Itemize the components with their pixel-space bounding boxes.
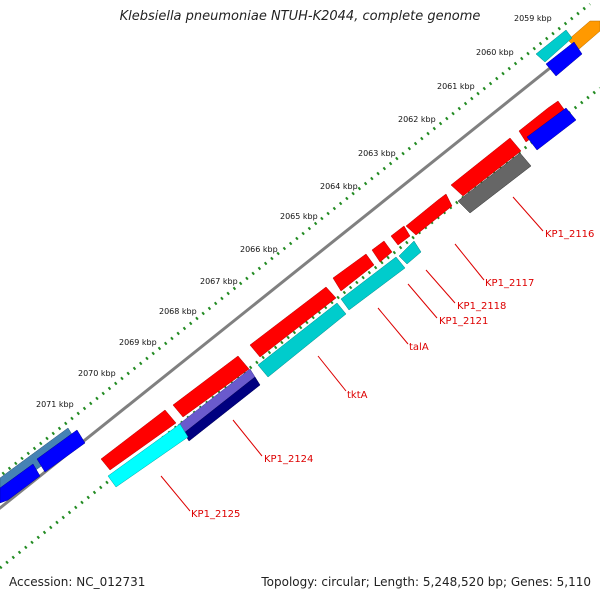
gene-features-outer — [0, 20, 600, 493]
leader-line — [454, 243, 485, 281]
gene-arrow-blue[interactable] — [526, 107, 577, 151]
gene-label-kp1-2124[interactable]: KP1_2124 — [264, 454, 313, 465]
gene-arrow-blue[interactable] — [0, 463, 41, 504]
kbp-label: 2071 kbp — [36, 400, 74, 409]
gene-label-tkta[interactable]: tktA — [347, 390, 368, 401]
gene-arrow-red[interactable] — [450, 137, 522, 197]
kbp-label: 2066 kbp — [240, 245, 278, 254]
kbp-label: 2061 kbp — [437, 82, 475, 91]
kbp-scale: 2059 kbp 2060 kbp 2061 kbp 2062 kbp 2063… — [36, 14, 552, 409]
outer-tick-ring — [0, 2, 591, 478]
leader-line — [512, 196, 544, 232]
label-leader-lines — [160, 196, 544, 512]
gene-arrow-red[interactable] — [249, 286, 337, 358]
kbp-label: 2062 kbp — [398, 115, 436, 124]
kbp-label: 2064 kbp — [320, 182, 358, 191]
gene-label-tala[interactable]: talA — [409, 342, 429, 353]
gene-label-kp1-2125[interactable]: KP1_2125 — [191, 509, 240, 520]
gene-arrow-red[interactable] — [371, 240, 393, 263]
kbp-label: 2067 kbp — [200, 277, 238, 286]
kbp-label: 2060 kbp — [476, 48, 514, 57]
gene-arrow-red[interactable] — [390, 225, 411, 246]
leader-line — [160, 475, 191, 512]
kbp-label: 2063 kbp — [358, 149, 396, 158]
gene-arrow-cyan[interactable] — [535, 29, 573, 63]
leader-line — [317, 355, 347, 392]
genome-backbone — [0, 26, 600, 510]
gene-arrow-cyan[interactable] — [107, 423, 189, 488]
leader-line — [377, 307, 409, 345]
kbp-label: 2068 kbp — [159, 307, 197, 316]
gene-label-kp1-2121[interactable]: KP1_2121 — [439, 316, 488, 327]
gene-labels: KP1_2116 KP1_2117 KP1_2118 KP1_2121 talA… — [191, 229, 594, 520]
gene-label-kp1-2118[interactable]: KP1_2118 — [457, 301, 506, 312]
gene-arrow-navy[interactable] — [183, 376, 261, 442]
gene-arrow-blue[interactable] — [36, 429, 86, 473]
kbp-label: 2069 kbp — [119, 338, 157, 347]
gene-arrow-cyan[interactable] — [257, 302, 347, 378]
gene-arrow-cyan[interactable] — [398, 240, 422, 265]
gene-arrow-red[interactable] — [332, 253, 375, 292]
accession-text: Accession: NC_012731 — [9, 575, 146, 589]
gene-label-kp1-2116[interactable]: KP1_2116 — [545, 229, 594, 240]
gene-label-kp1-2117[interactable]: KP1_2117 — [485, 278, 534, 289]
genome-title: Klebsiella pneumoniae NTUH-K2044, comple… — [119, 9, 481, 24]
topology-text: Topology: circular; Length: 5,248,520 bp… — [261, 575, 591, 589]
leader-line — [425, 269, 456, 304]
leader-line — [407, 283, 438, 319]
gene-arrow-red[interactable] — [518, 100, 567, 143]
gene-arrow-cyan[interactable] — [340, 256, 406, 311]
gene-arrow-gray[interactable] — [457, 152, 532, 214]
gene-arrow-red[interactable] — [172, 355, 250, 418]
inner-tick-ring — [0, 86, 600, 570]
gene-arrow-red[interactable] — [405, 193, 453, 236]
leader-line — [232, 419, 263, 457]
kbp-label: 2065 kbp — [280, 212, 318, 221]
gene-arrow-red[interactable] — [100, 409, 177, 471]
kbp-label: 2070 kbp — [78, 369, 116, 378]
kbp-label: 2059 kbp — [514, 14, 552, 23]
gene-features-inner — [0, 41, 583, 504]
gene-arrow-blue[interactable] — [545, 41, 583, 77]
